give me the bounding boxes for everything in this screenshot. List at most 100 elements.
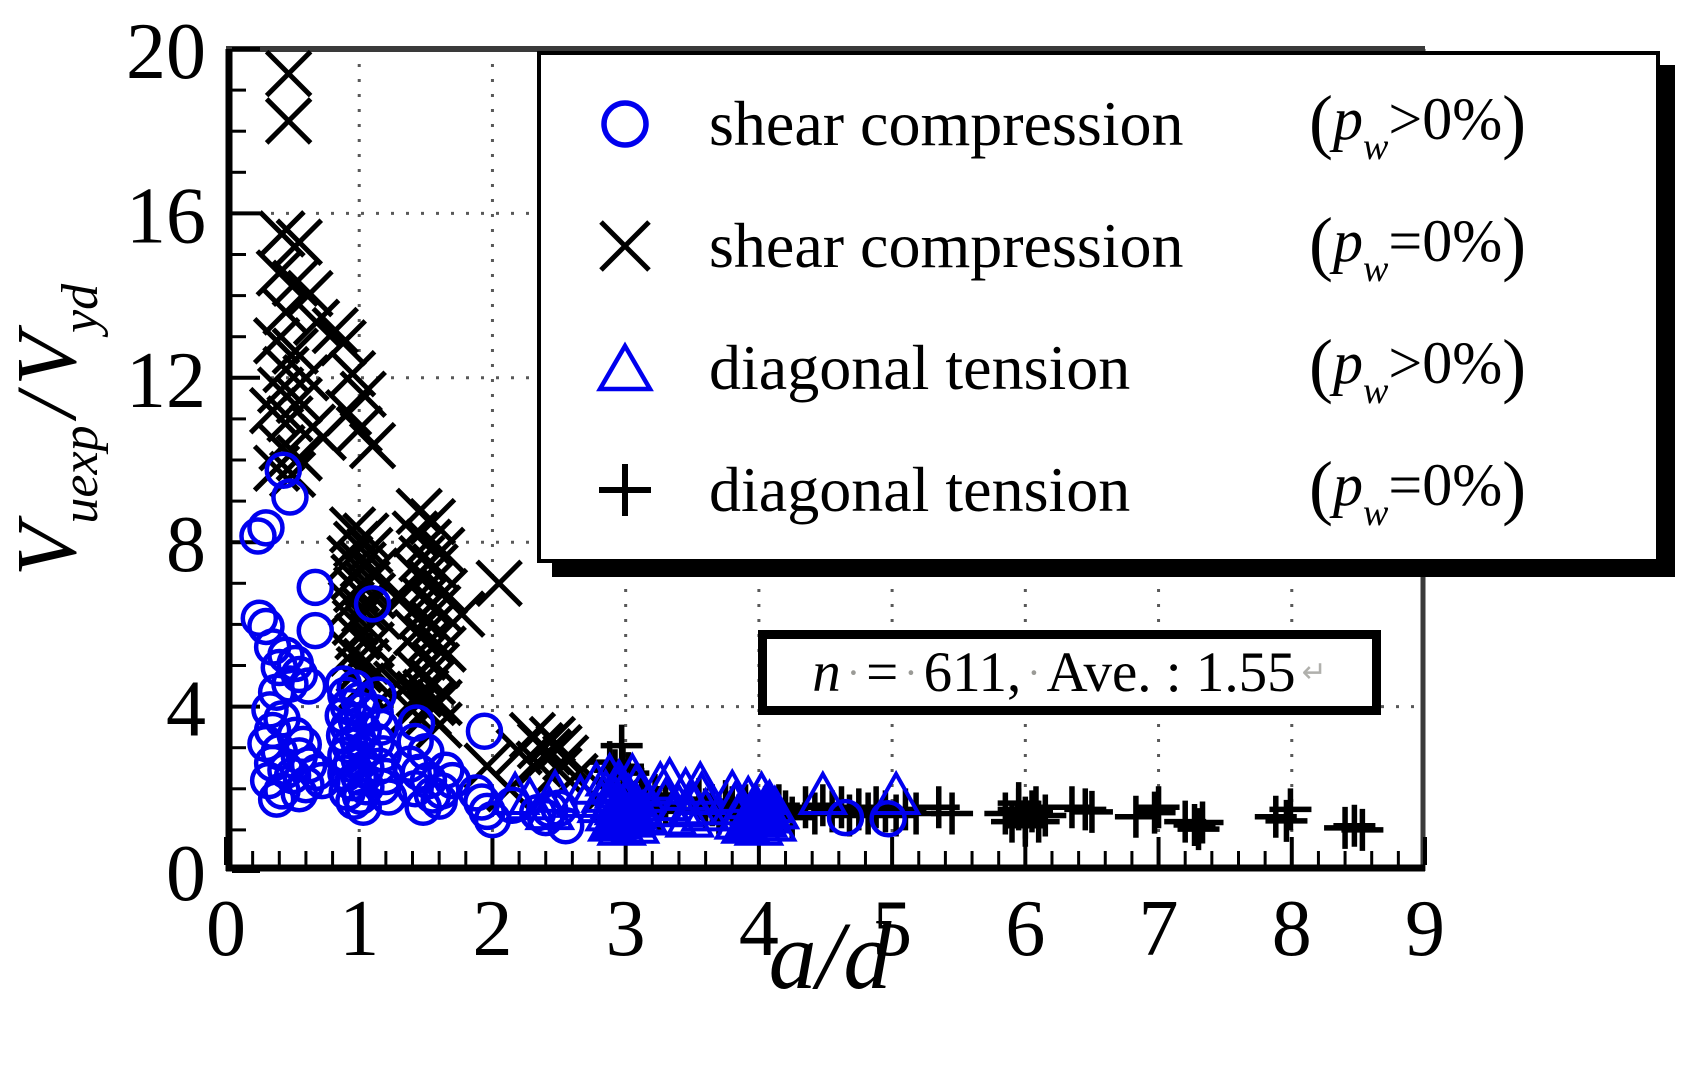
point-plus (1181, 801, 1224, 844)
point-x (400, 575, 449, 624)
p-symbol: p (1332, 207, 1363, 274)
legend-label: shear compression (709, 88, 1184, 159)
point-circle (247, 607, 285, 646)
point-triangle (586, 796, 638, 842)
point-plus (1341, 808, 1384, 851)
point-x (264, 97, 313, 145)
series-triangle (489, 751, 922, 846)
point-x (319, 319, 368, 367)
y-tick-label-12: 12 (126, 337, 206, 425)
point-plus (1133, 791, 1176, 834)
point-x (255, 249, 304, 297)
point-triangle (646, 790, 698, 836)
percent-value: 0% (1422, 451, 1503, 518)
x-tick-label-0: 0 (206, 885, 246, 973)
p-symbol: p (1332, 451, 1363, 518)
x-tick-label-4: 4 (739, 885, 779, 973)
point-triangle (489, 769, 541, 815)
point-circle (427, 751, 465, 790)
paren-open: ( (1309, 324, 1333, 405)
point-circle (296, 611, 335, 650)
legend-entry-diagonal-tension-stirrups: diagonal tension (pw>0%) (541, 307, 1656, 429)
sample-count: 611, (923, 641, 1022, 704)
point-x (311, 306, 360, 355)
point-x (335, 645, 383, 694)
y-tick-label-0: 0 (166, 830, 206, 918)
x-tick-label-6: 6 (1005, 885, 1045, 973)
point-circle (869, 800, 907, 838)
space-mark: · (846, 650, 861, 695)
point-triangle (634, 759, 686, 805)
series-circle (239, 451, 907, 845)
point-plus (1070, 790, 1113, 833)
point-x (271, 259, 320, 308)
legend-entry-shear-compression-no-stirrups: shear compression (pw=0%) (541, 185, 1656, 307)
x-tick-label-7: 7 (1139, 885, 1179, 973)
stats-annotation-box: n · = · 611, · Ave. : 1.55 ↵ (758, 630, 1381, 715)
space-mark: · (904, 650, 918, 695)
p-subscript: w (1362, 247, 1389, 290)
y-tick-label-8: 8 (166, 501, 206, 589)
point-x (535, 723, 583, 772)
equals-sign: = (866, 641, 899, 704)
x-tick-label-8: 8 (1272, 885, 1312, 973)
point-triangle (797, 769, 849, 815)
point-circle (353, 585, 392, 623)
paren-close: ) (1502, 446, 1527, 527)
paren-close: ) (1502, 80, 1527, 161)
point-plus (1333, 804, 1376, 847)
paren-close: ) (1502, 202, 1527, 283)
point-circle (296, 568, 335, 607)
point-x (326, 534, 374, 583)
point-x (275, 218, 324, 266)
y-tick-label-16: 16 (126, 172, 206, 260)
y-tick-label-20: 20 (126, 8, 206, 96)
average-text: Ave. : 1.55 (1046, 641, 1296, 704)
legend-condition: (pw>0%) (1309, 80, 1656, 169)
point-plus (1265, 799, 1308, 842)
paren-close: ) (1502, 324, 1527, 405)
point-triangle (676, 769, 728, 815)
point-x (438, 590, 486, 638)
point-circle (465, 712, 504, 751)
legend-label: diagonal tension (709, 454, 1131, 525)
x-tick-label-3: 3 (606, 885, 646, 973)
point-x (396, 592, 445, 640)
point-x (262, 288, 310, 336)
p-symbol: p (1332, 85, 1363, 152)
point-plus (1004, 804, 1047, 847)
relation: = (1388, 207, 1423, 274)
point-circle (247, 509, 285, 547)
point-plus (1014, 786, 1057, 829)
legend-label: diagonal tension (709, 332, 1131, 403)
triangle-marker-icon (541, 323, 709, 413)
point-triangle (666, 780, 718, 826)
relation: = (1388, 451, 1423, 518)
point-plus (931, 792, 974, 835)
x-tick-label-2: 2 (472, 885, 512, 973)
relation: > (1388, 85, 1423, 152)
point-x (258, 210, 306, 258)
paren-open: ( (1309, 80, 1333, 161)
p-subscript: w (1362, 125, 1389, 168)
point-circle (264, 451, 303, 490)
point-circle (369, 778, 408, 816)
x-axis-title: a/d (768, 902, 892, 1009)
point-x (475, 559, 523, 608)
point-x (410, 600, 458, 649)
y-title-sub2: yd (52, 283, 109, 333)
point-circle (826, 798, 865, 837)
return-mark: ↵ (1301, 656, 1327, 689)
legend-condition: (pw>0%) (1309, 324, 1656, 413)
point-triangle (664, 792, 716, 838)
point-x (324, 388, 373, 437)
point-triangle (529, 767, 581, 813)
point-triangle (524, 785, 576, 831)
point-triangle (720, 798, 771, 844)
plus-marker-icon (541, 445, 709, 535)
legend-label: shear compression (709, 210, 1184, 281)
y-title-v2: V (0, 332, 94, 386)
